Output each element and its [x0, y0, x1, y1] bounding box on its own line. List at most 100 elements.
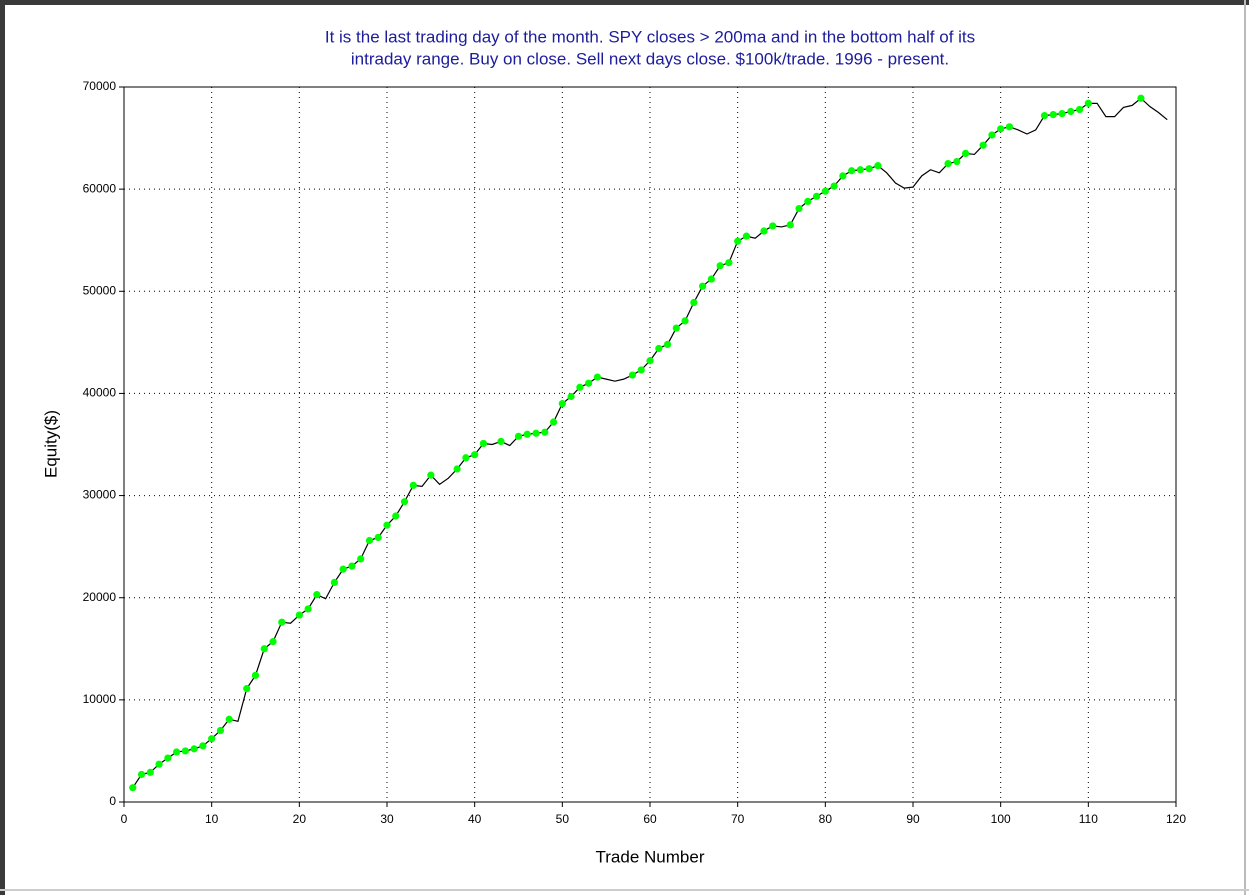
new-high-marker [769, 222, 777, 230]
new-high-marker [348, 562, 356, 570]
new-high-marker [1040, 112, 1049, 120]
new-high-marker [164, 754, 172, 762]
new-high-marker [523, 430, 531, 438]
plot-border [123, 86, 1177, 803]
new-high-marker [663, 340, 672, 348]
new-high-marker [541, 428, 549, 436]
new-high-marker [313, 591, 321, 599]
new-high-marker [865, 165, 873, 173]
new-high-marker [190, 745, 198, 753]
new-high-marker [628, 371, 637, 379]
new-high-marker [646, 357, 654, 365]
new-high-marker [243, 685, 251, 693]
x-tick-label: 60 [643, 812, 657, 826]
new-high-marker [1084, 99, 1092, 107]
new-high-marker [181, 747, 189, 755]
new-high-marker [944, 160, 952, 168]
new-high-marker [357, 555, 365, 563]
new-high-marker [856, 166, 865, 174]
new-high-marker [830, 182, 838, 190]
new-high-marker [593, 373, 602, 381]
x-tick-label: 120 [1166, 812, 1186, 826]
new-high-marker [339, 565, 347, 573]
new-high-marker [786, 221, 794, 229]
new-high-marker [1005, 123, 1014, 131]
frame-bottom [0, 889, 1249, 891]
new-high-marker [409, 481, 417, 489]
y-tick-label: 50000 [83, 283, 117, 297]
x-tick-label: 90 [906, 812, 920, 826]
new-high-marker [400, 498, 409, 506]
new-high-marker [137, 770, 146, 779]
x-tick-label: 40 [468, 812, 482, 826]
y-tick-label: 70000 [83, 79, 117, 93]
new-high-marker [549, 418, 558, 426]
new-high-marker [462, 454, 470, 462]
new-high-marker [1137, 94, 1145, 102]
new-high-marker [734, 237, 742, 245]
new-high-marker [962, 149, 970, 157]
new-high-marker [453, 465, 461, 473]
y-tick-label: 30000 [83, 488, 117, 502]
new-high-marker [812, 192, 821, 200]
new-high-marker [821, 187, 829, 195]
new-high-marker [269, 638, 277, 646]
new-high-marker [1075, 105, 1084, 114]
new-high-marker [1058, 109, 1066, 118]
new-high-marker [260, 645, 268, 653]
new-high-marker [804, 197, 812, 205]
chart-title: intraday range. Buy on close. Sell next … [351, 49, 949, 68]
new-high-marker [374, 533, 382, 542]
new-high-marker [208, 735, 216, 743]
new-high-marker [699, 282, 707, 290]
new-high-marker [848, 167, 856, 175]
new-high-marker [690, 298, 698, 307]
new-high-marker [655, 344, 663, 353]
new-high-marker [725, 259, 733, 267]
new-high-marker [514, 432, 523, 440]
y-tick-label: 0 [109, 794, 116, 808]
y-axis-label: Equity($) [41, 410, 60, 478]
y-tick-label: 10000 [83, 692, 117, 706]
new-high-marker [558, 400, 566, 408]
frame-left [0, 0, 5, 895]
chart-title: It is the last trading day of the month.… [325, 27, 975, 46]
new-high-marker [173, 748, 181, 756]
new-high-marker [155, 760, 163, 768]
new-high-marker [216, 726, 225, 735]
new-high-marker [760, 227, 768, 235]
new-high-marker [988, 131, 996, 139]
new-high-marker [839, 172, 847, 180]
x-axis-label: Trade Number [596, 847, 705, 866]
new-high-marker [707, 275, 715, 283]
x-tick-label: 0 [121, 812, 128, 826]
new-high-marker [199, 742, 207, 750]
new-high-marker [637, 366, 645, 374]
x-tick-label: 30 [380, 812, 394, 826]
new-high-marker [979, 141, 987, 149]
new-high-marker [585, 379, 593, 387]
new-high-marker [295, 611, 303, 619]
new-high-marker [383, 521, 391, 529]
new-high-marker [146, 768, 154, 776]
x-tick-label: 10 [205, 812, 219, 826]
x-tick-label: 70 [731, 812, 745, 826]
y-tick-label: 60000 [83, 181, 117, 195]
new-high-marker [330, 578, 338, 586]
new-high-marker [427, 471, 435, 479]
new-high-marker [795, 204, 803, 213]
new-high-marker [251, 671, 260, 679]
new-high-marker [1067, 107, 1075, 116]
new-high-marker [365, 536, 374, 545]
new-high-marker [997, 125, 1005, 133]
new-high-marker [742, 232, 751, 240]
new-high-marker [225, 715, 233, 723]
frame-right [1244, 0, 1246, 895]
new-high-marker [1049, 110, 1057, 119]
new-high-marker [681, 317, 689, 325]
new-high-marker [479, 439, 488, 448]
x-tick-label: 50 [556, 812, 570, 826]
y-tick-label: 20000 [83, 590, 117, 604]
new-high-marker [576, 383, 584, 391]
